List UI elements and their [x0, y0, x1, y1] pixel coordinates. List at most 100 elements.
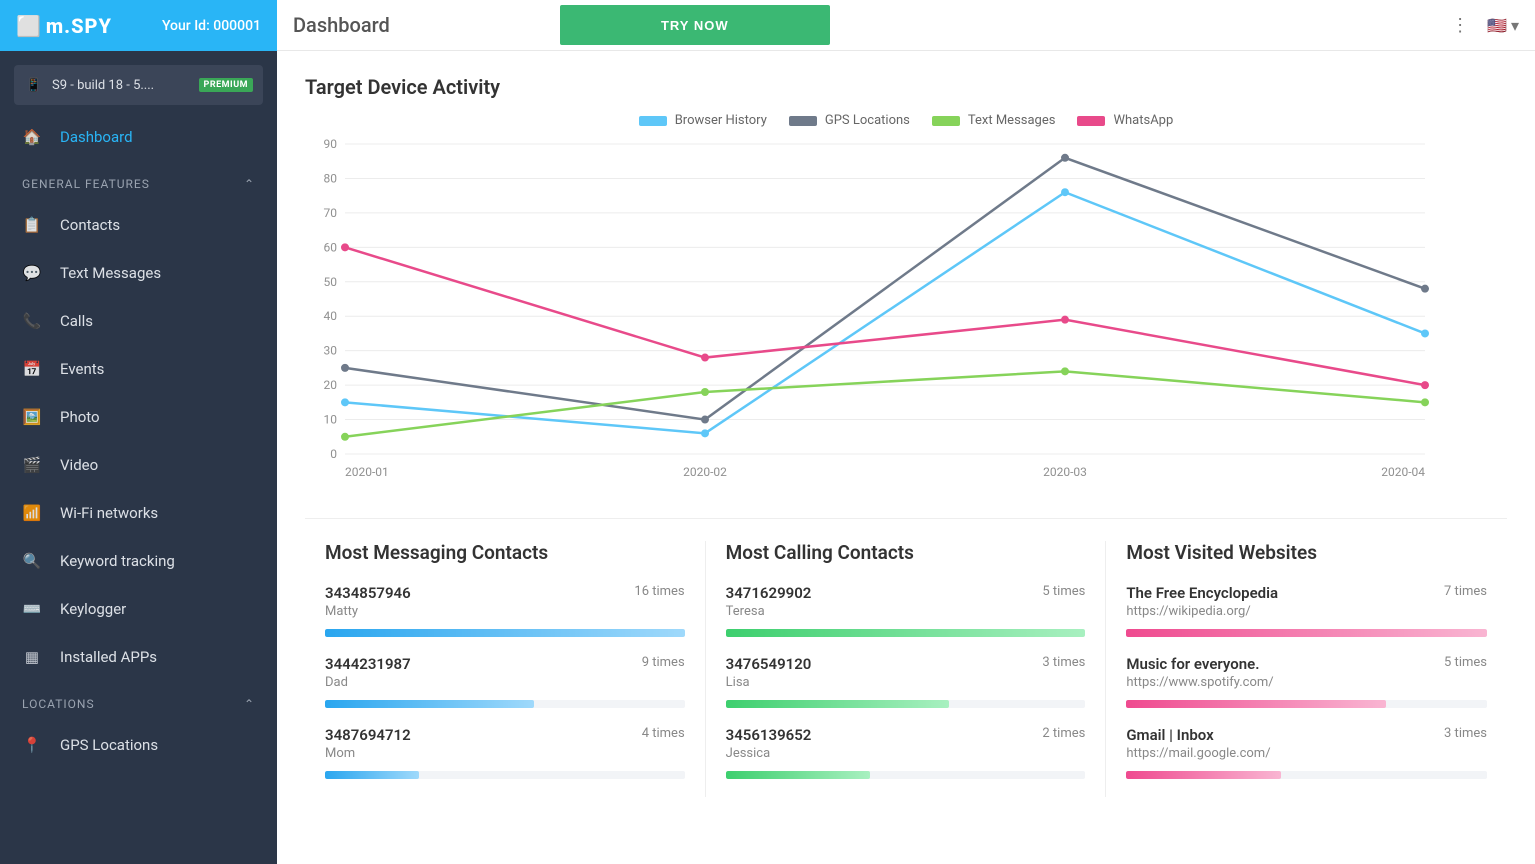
sidebar-section-label: GENERAL FEATURES [22, 177, 150, 191]
svg-text:50: 50 [324, 275, 338, 289]
stats-websites: Most Visited Websites The Free Encyclope… [1106, 541, 1507, 797]
svg-text:60: 60 [324, 240, 338, 254]
stat-item: 3471629902Teresa5 times [726, 584, 1086, 637]
stat-times: 2 times [1042, 726, 1085, 741]
stat-bar [726, 771, 1086, 779]
stat-number: 3444231987 [325, 655, 411, 673]
sidebar-item-keyword-tracking[interactable]: 🔍 Keyword tracking [0, 537, 277, 585]
svg-text:0: 0 [330, 447, 337, 461]
stat-bar [726, 629, 1086, 637]
sidebar-item-text-messages[interactable]: 💬 Text Messages [0, 249, 277, 297]
nav-icon: 📅 [22, 359, 42, 379]
brand-bar: ⬜ m.SPY Your Id: 000001 [0, 0, 277, 51]
nav-icon: ▦ [22, 647, 42, 667]
device-selector[interactable]: 📱 S9 - build 18 - 5.... PREMIUM [14, 65, 263, 105]
stat-bar [325, 629, 685, 637]
legend-item[interactable]: WhatsApp [1077, 113, 1173, 128]
legend-swatch [639, 116, 667, 126]
stat-bar [1126, 629, 1487, 637]
svg-text:2020-02: 2020-02 [683, 465, 727, 479]
legend-swatch [1077, 116, 1105, 126]
sidebar-item-video[interactable]: 🎬Video [0, 441, 277, 489]
legend-item[interactable]: Browser History [639, 113, 767, 128]
device-name: S9 - build 18 - 5.... [52, 78, 191, 93]
stat-bar [325, 771, 685, 779]
stat-times: 3 times [1042, 655, 1085, 670]
stat-item: Gmail | Inboxhttps://mail.google.com/3 t… [1126, 726, 1487, 779]
stat-item: The Free Encyclopediahttps://wikipedia.o… [1126, 584, 1487, 637]
stat-bar [325, 700, 685, 708]
stats-title: Most Calling Contacts [726, 541, 1086, 564]
nav-icon: 💬 [22, 263, 42, 283]
page-title: Dashboard [293, 13, 390, 37]
stat-link[interactable]: https://wikipedia.org/ [1126, 604, 1278, 619]
nav-icon: 📋 [22, 215, 42, 235]
sidebar-item-wi-fi-networks[interactable]: 📶Wi-Fi networks [0, 489, 277, 537]
home-icon: 🏠 [22, 127, 42, 147]
stat-sub: Lisa [726, 675, 812, 690]
nav-icon: 📞 [22, 311, 42, 331]
stat-number: 3487694712 [325, 726, 411, 744]
sidebar-item-label: Keylogger [60, 600, 126, 618]
stat-number: Music for everyone. [1126, 655, 1273, 673]
sidebar-item-contacts[interactable]: 📋Contacts [0, 201, 277, 249]
chart-legend: Browser History GPS Locations Text Message… [305, 113, 1507, 128]
topbar-actions: ⋮ 🇺🇸 ▾ [1451, 15, 1519, 36]
sidebar-item-calls[interactable]: 📞 Calls [0, 297, 277, 345]
your-id: Your Id: 000001 [162, 18, 261, 34]
legend-item[interactable]: GPS Locations [789, 113, 910, 128]
legend-label: GPS Locations [825, 113, 910, 128]
stat-times: 5 times [1042, 584, 1085, 599]
sidebar-item-keylogger[interactable]: ⌨️Keylogger [0, 585, 277, 633]
stat-sub: Dad [325, 675, 411, 690]
stat-item: 3434857946Matty16 times [325, 584, 685, 637]
nav-icon: 🔍 [22, 551, 42, 571]
sidebar-section-general[interactable]: GENERAL FEATURES ⌃ [0, 161, 277, 201]
more-icon[interactable]: ⋮ [1451, 15, 1469, 36]
svg-text:70: 70 [324, 206, 338, 220]
sidebar-item-installed-apps[interactable]: ▦Installed APPs [0, 633, 277, 681]
stat-bar [726, 700, 1086, 708]
legend-label: WhatsApp [1113, 113, 1173, 128]
sidebar-section-label: LOCATIONS [22, 697, 95, 711]
stat-times: 4 times [642, 726, 685, 741]
pin-icon: 📍 [22, 735, 42, 755]
stat-item: Music for everyone. https://www.spotify.c… [1126, 655, 1487, 708]
stat-sub: Jessica [726, 746, 812, 761]
sidebar-section-locations[interactable]: LOCATIONS ⌃ [0, 681, 277, 721]
sidebar-item-events[interactable]: 📅 Events [0, 345, 277, 393]
stat-times: 7 times [1444, 584, 1487, 599]
logo-text: m.SPY [46, 14, 112, 38]
try-now-button[interactable]: TRY NOW [560, 5, 830, 45]
sidebar-item-label: Photo [60, 408, 100, 426]
stat-item: 3444231987Dad9 times [325, 655, 685, 708]
chevron-up-icon: ⌃ [244, 697, 255, 711]
stat-link[interactable]: https://www.spotify.com/ [1126, 675, 1273, 690]
sidebar-item-label: Calls [60, 312, 93, 330]
legend-label: Browser History [675, 113, 767, 128]
sidebar-item-label: Wi-Fi networks [60, 504, 158, 522]
sidebar-item-label: Keyword tracking [60, 552, 175, 570]
flag-us-icon[interactable]: 🇺🇸 ▾ [1487, 16, 1519, 35]
legend-item[interactable]: Text Messages [932, 113, 1056, 128]
sidebar-item-label: Events [60, 360, 104, 378]
sidebar-item-photo[interactable]: 🖼️Photo [0, 393, 277, 441]
stat-link[interactable]: https://mail.google.com/ [1126, 746, 1270, 761]
stat-bar [1126, 771, 1487, 779]
svg-text:20: 20 [324, 378, 338, 392]
logo: ⬜ m.SPY [16, 14, 112, 38]
android-icon: 📱 [24, 75, 44, 95]
stat-number: 3456139652 [726, 726, 812, 744]
chevron-up-icon: ⌃ [244, 177, 255, 191]
stat-sub: Mom [325, 746, 411, 761]
svg-text:2020-01: 2020-01 [345, 465, 389, 479]
topbar: Dashboard TRY NOW ⋮ 🇺🇸 ▾ [277, 0, 1535, 51]
sidebar-item-gps-locations[interactable]: 📍GPS Locations [0, 721, 277, 769]
stat-times: 3 times [1444, 726, 1487, 741]
stats-title: Most Messaging Contacts [325, 541, 685, 564]
stat-number: 3434857946 [325, 584, 411, 602]
sidebar-item-label: Text Messages [60, 264, 161, 282]
stats-row: Most Messaging Contacts 3434857946Matty1… [305, 518, 1507, 797]
sidebar: ⬜ m.SPY Your Id: 000001 📱 S9 - build 18 … [0, 0, 277, 864]
sidebar-item-dashboard[interactable]: 🏠 Dashboard [0, 113, 277, 161]
